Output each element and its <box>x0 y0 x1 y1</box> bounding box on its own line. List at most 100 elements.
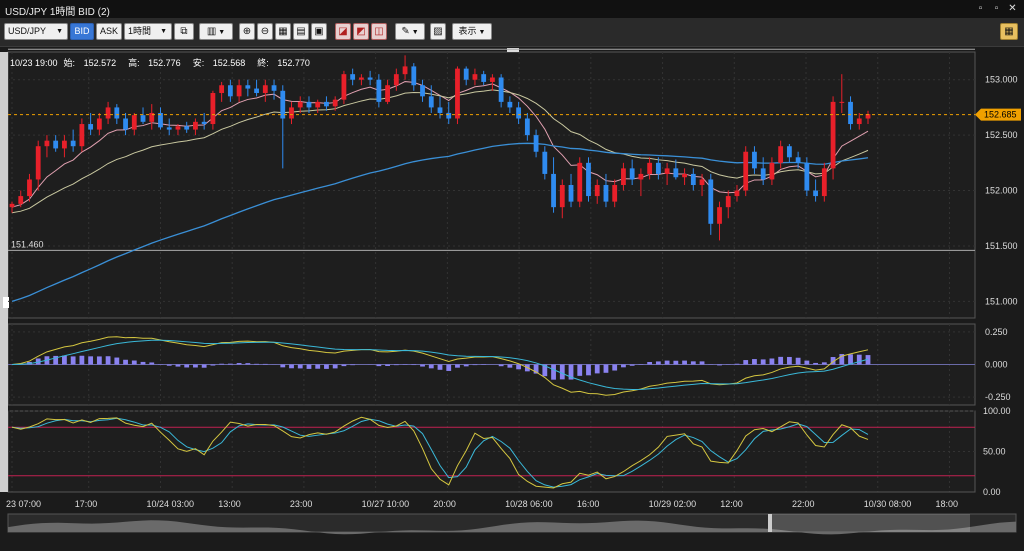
candle-body <box>499 77 504 101</box>
candle-body <box>743 152 748 191</box>
candle-body <box>708 179 713 223</box>
candle-body <box>18 196 23 204</box>
candle-body <box>333 100 338 107</box>
macd-histogram-bar <box>735 364 740 365</box>
alert-edit-button[interactable]: ◩ <box>353 23 369 40</box>
zoom-out-button[interactable]: ⊖ <box>257 23 273 40</box>
symbol-select[interactable]: USD/JPY▼ <box>4 23 68 40</box>
macd-histogram-bar <box>813 363 818 365</box>
macd-histogram-bar <box>245 363 250 364</box>
candle-body <box>10 204 15 207</box>
candle-body <box>665 168 670 174</box>
minimize-icon[interactable]: ▫ <box>975 3 986 14</box>
layout-1-button[interactable]: ▦ <box>275 23 291 40</box>
tooltip-open: 152.572 <box>84 58 117 68</box>
window-titlebar: USD/JPY 1時間 BID (2) ▫ ▫ ✕ <box>0 0 1024 19</box>
candle-body <box>36 146 41 179</box>
macd-histogram-bar <box>254 364 259 365</box>
zoom-in-button[interactable]: ⊕ <box>239 23 255 40</box>
link-windows-button[interactable]: ⧉ <box>174 23 194 40</box>
drawing-tool-button[interactable]: ✎ ▼ <box>395 23 425 40</box>
macd-histogram-bar <box>446 365 451 371</box>
candle-body <box>455 69 460 119</box>
macd-histogram-bar <box>263 364 268 365</box>
chart-type-button[interactable]: ▥ ▼ <box>199 23 233 40</box>
candle-body <box>813 191 818 197</box>
macd-histogram-bar <box>499 365 504 367</box>
macd-histogram-bar <box>464 365 469 367</box>
macd-histogram-bar <box>333 365 338 369</box>
macd-histogram-bar <box>682 361 687 365</box>
candle-body <box>79 124 84 146</box>
macd-histogram-bar <box>420 365 425 367</box>
navigator-window <box>770 514 970 532</box>
grid-icon: ▦ <box>278 26 287 37</box>
macd-tick-label: 0.000 <box>985 360 1008 370</box>
chevron-down-icon: ▼ <box>216 29 225 36</box>
candle-body <box>132 115 137 129</box>
macd-histogram-bar <box>473 365 478 366</box>
candle-body <box>210 93 215 124</box>
macd-histogram-bar <box>778 357 783 365</box>
timeframe-select[interactable]: 1時間 ▼ <box>124 23 172 40</box>
candle-body <box>315 102 320 108</box>
candle-body <box>114 107 119 118</box>
pen-icon: ✎ <box>401 26 409 37</box>
chart-area[interactable]: 153.000152.500152.000151.500151.000153.2… <box>0 48 1024 546</box>
alert-delete-button[interactable]: ◫ <box>371 23 387 40</box>
display-menu-button[interactable]: 表示 ▼ <box>452 23 492 40</box>
candle-body <box>778 146 783 163</box>
macd-histogram-bar <box>787 357 792 365</box>
maximize-icon[interactable]: ▫ <box>991 3 1002 14</box>
macd-tick-label: -0.250 <box>985 392 1011 402</box>
macd-histogram-bar <box>280 365 285 368</box>
macd-histogram-bar <box>210 365 215 366</box>
candle-body <box>586 163 591 196</box>
stoch-tick-label: 100.00 <box>983 406 1011 416</box>
macd-histogram-bar <box>411 365 416 366</box>
alert-add-button[interactable]: ◪ <box>335 23 351 40</box>
candle-body <box>193 122 198 130</box>
candle-body <box>403 66 408 74</box>
candle-body <box>446 113 451 119</box>
screenshot-button[interactable]: ▨ <box>430 23 446 40</box>
bid-button[interactable]: BID <box>70 23 94 40</box>
timeframe-value: 1時間 <box>128 26 151 36</box>
macd-histogram-bar <box>857 355 862 365</box>
candle-body <box>839 102 844 103</box>
macd-histogram-bar <box>673 361 678 365</box>
macd-histogram-bar <box>822 362 827 364</box>
candle-body <box>525 119 530 136</box>
candle-body <box>359 77 364 79</box>
macd-histogram-bar <box>149 362 154 364</box>
candle-body <box>761 168 766 179</box>
ask-button[interactable]: ASK <box>96 23 122 40</box>
tooltip-close-label: 終: <box>257 58 269 68</box>
macd-histogram-bar <box>595 365 600 374</box>
macd-histogram-bar <box>62 356 67 365</box>
candle-body <box>630 168 635 179</box>
candle-body <box>752 152 757 169</box>
candle-body <box>53 141 58 149</box>
candle-body <box>542 152 547 174</box>
candle-body <box>237 85 242 96</box>
layout-2-button[interactable]: ▤ <box>293 23 309 40</box>
candle-body <box>429 96 434 107</box>
layout-3-button[interactable]: ▣ <box>311 23 327 40</box>
candle-body <box>184 126 189 129</box>
macd-histogram-bar <box>141 362 146 365</box>
chevron-down-icon: ▼ <box>160 24 167 39</box>
settings-button[interactable]: ▦ <box>1000 23 1018 40</box>
candle-body <box>141 115 146 122</box>
candle-body <box>612 185 617 202</box>
picture-icon: ▨ <box>433 26 442 37</box>
macd-histogram-bar <box>394 365 399 366</box>
candle-body <box>272 85 277 91</box>
chart-svg[interactable]: 153.000152.500152.000151.500151.000153.2… <box>0 48 1024 546</box>
close-icon[interactable]: ✕ <box>1007 3 1018 14</box>
candle-body <box>673 168 678 177</box>
candle-body <box>473 74 478 80</box>
x-tick-label: 10/24 03:00 <box>146 499 194 509</box>
macd-histogram-bar <box>700 361 705 364</box>
candle-body <box>254 89 259 93</box>
